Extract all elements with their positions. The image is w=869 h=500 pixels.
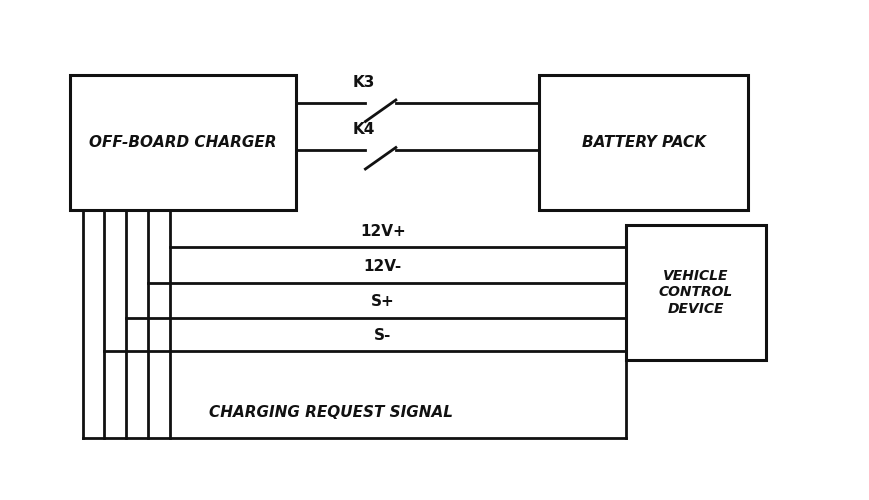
- Text: K4: K4: [352, 122, 375, 138]
- Text: OFF-BOARD CHARGER: OFF-BOARD CHARGER: [89, 135, 276, 150]
- Text: 12V+: 12V+: [360, 224, 405, 239]
- Bar: [626, 225, 765, 360]
- Bar: [70, 75, 295, 210]
- Text: 12V-: 12V-: [363, 259, 401, 274]
- Text: BATTERY PACK: BATTERY PACK: [581, 135, 705, 150]
- Text: VEHICLE
CONTROL
DEVICE: VEHICLE CONTROL DEVICE: [658, 270, 733, 316]
- Text: K3: K3: [352, 75, 375, 90]
- Text: S+: S+: [370, 294, 395, 309]
- Text: CHARGING REQUEST SIGNAL: CHARGING REQUEST SIGNAL: [209, 405, 452, 420]
- Text: S-: S-: [374, 328, 391, 342]
- Bar: [539, 75, 747, 210]
